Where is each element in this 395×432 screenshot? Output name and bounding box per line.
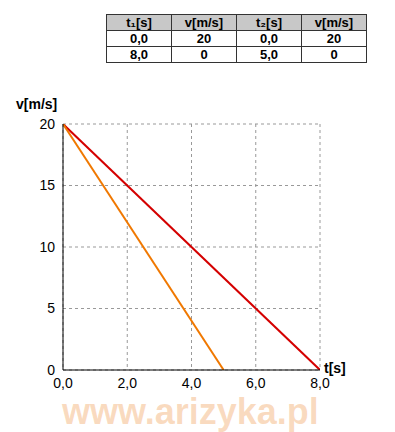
svg-text:2,0: 2,0 (118, 375, 138, 391)
html-text:v[m/s]: v[m/s] (16, 96, 58, 112)
html-text:8,0: 8,0 (130, 47, 148, 62)
svg-text:0,0: 0,0 (53, 375, 73, 391)
html-text:0,0: 0,0 (130, 31, 148, 46)
svg-text:4,0: 4,0 (182, 375, 202, 391)
svg-text:10: 10 (39, 239, 55, 255)
svg-text:15: 15 (39, 177, 55, 193)
svg-text:6,0: 6,0 (246, 375, 266, 391)
html-text:www.arizyka.pl: www.arizyka.pl (62, 391, 319, 432)
html-text:0,0: 0,0 (260, 31, 278, 46)
svg-text:20: 20 (39, 116, 55, 132)
html-text:t[s]: t[s] (324, 360, 346, 376)
svg-text:0: 0 (47, 362, 55, 378)
html-text:t₂[s]: t₂[s] (256, 15, 282, 30)
html-text:v[m/s]: v[m/s] (314, 15, 354, 30)
html-text:20: 20 (196, 31, 212, 46)
html-text:20: 20 (326, 31, 342, 46)
html-text:v[m/s]: v[m/s] (184, 15, 224, 30)
html-text:5,0: 5,0 (260, 47, 278, 62)
html-text:0: 0 (330, 47, 338, 62)
svg-text:5: 5 (47, 300, 55, 316)
svg-text:8,0: 8,0 (310, 375, 330, 391)
html-text:t₁[s]: t₁[s] (126, 15, 152, 30)
html-text:0: 0 (200, 47, 208, 62)
